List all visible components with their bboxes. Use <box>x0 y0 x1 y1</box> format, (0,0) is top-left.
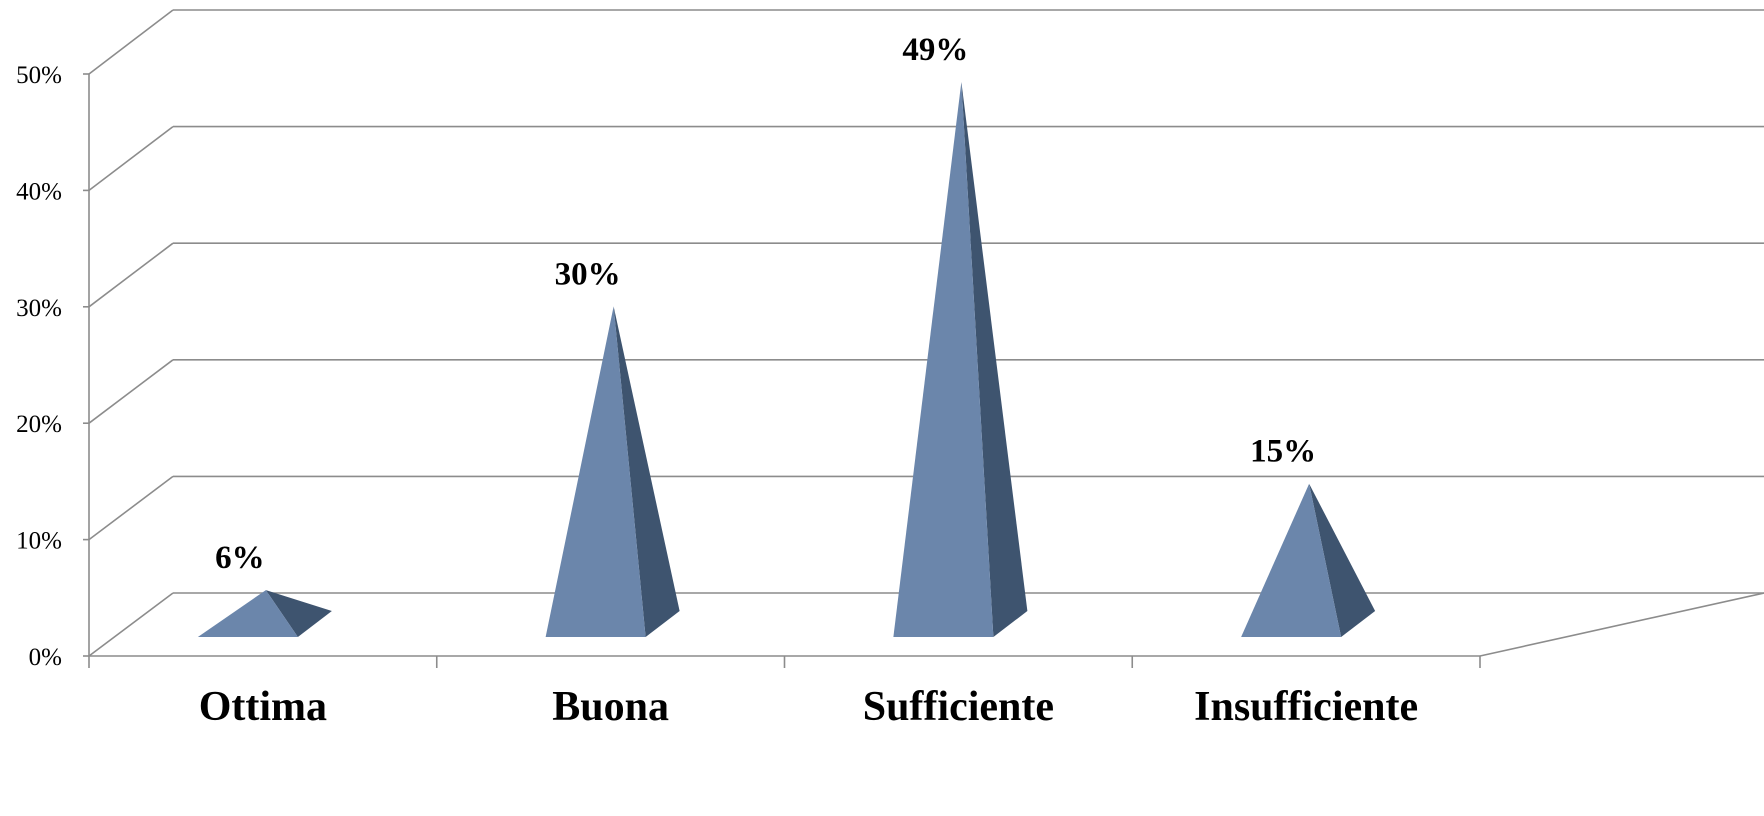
gridline-side <box>88 359 174 424</box>
pyramid-front-face <box>197 590 298 637</box>
pyramid-front-face <box>545 306 646 637</box>
gridline-side <box>88 592 174 657</box>
axes <box>83 73 1481 668</box>
floor-edge <box>1479 592 1764 657</box>
gridline-side <box>88 475 174 541</box>
gridline-side <box>88 125 174 192</box>
pyramid-side-face <box>265 590 332 637</box>
pyramid-side-face <box>1309 483 1376 637</box>
bars <box>197 81 1376 637</box>
pyramid-front-face <box>1241 483 1342 637</box>
y-tick-label: 40% <box>16 178 62 205</box>
data-label: 30% <box>555 256 621 292</box>
gridline-side <box>88 242 174 308</box>
y-tick-label: 30% <box>16 295 62 322</box>
pyramid-side-face <box>613 306 680 637</box>
gridline-side <box>88 9 174 75</box>
y-tick-label: 20% <box>16 411 62 438</box>
y-tick-label: 50% <box>16 62 62 89</box>
category-label: Sufficiente <box>863 684 1054 730</box>
data-label: 15% <box>1250 434 1316 470</box>
category-label: Buona <box>552 684 669 730</box>
pyramid-front-face <box>893 81 994 637</box>
data-label: 6% <box>215 540 265 576</box>
y-tick-label: 10% <box>16 528 62 555</box>
category-label: Ottima <box>199 684 327 730</box>
pyramid-side-face <box>961 81 1028 637</box>
labels: 0% 10% 20% 30% 40% 50% 6% Ottima 30% Buona 49% Suff… <box>16 32 1418 730</box>
category-label: Insufficiente <box>1194 684 1418 730</box>
y-tick-label: 0% <box>29 644 62 671</box>
data-label: 49% <box>902 32 968 68</box>
